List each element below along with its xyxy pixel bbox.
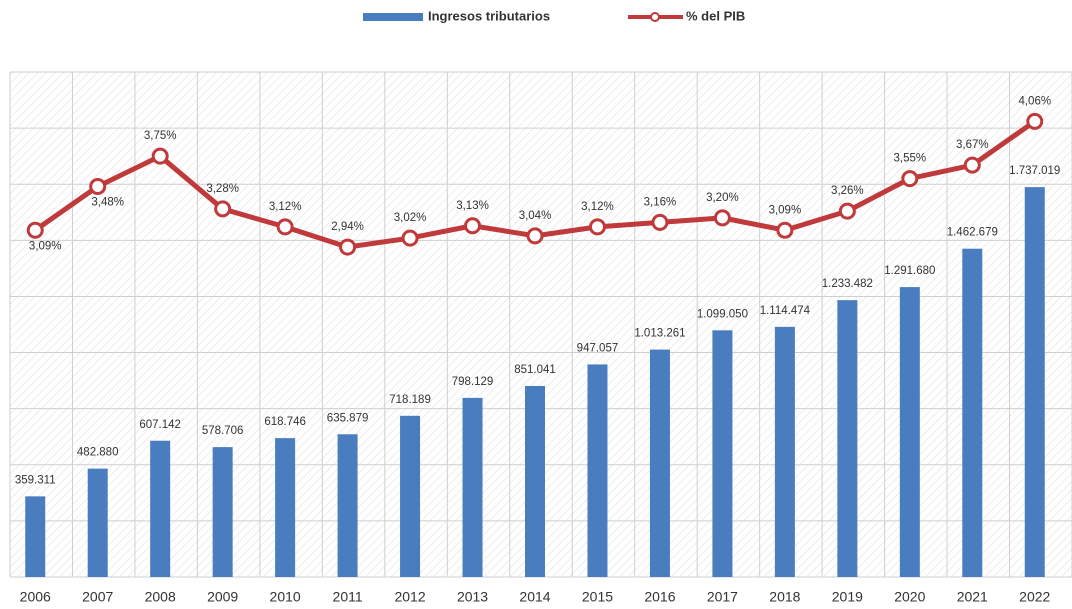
bar bbox=[400, 415, 421, 577]
line-marker bbox=[838, 202, 856, 220]
bar bbox=[899, 287, 920, 577]
x-tick-label: 2017 bbox=[707, 589, 738, 605]
x-tick-label: 2019 bbox=[832, 589, 863, 605]
data-label: 1.233.482 bbox=[822, 278, 873, 290]
line-marker bbox=[151, 147, 169, 165]
bar bbox=[587, 364, 608, 577]
data-label: 3,75% bbox=[144, 130, 177, 142]
x-tick-label: 2013 bbox=[457, 589, 488, 605]
data-label: 578.706 bbox=[202, 425, 244, 437]
data-label: 3,04% bbox=[519, 210, 552, 222]
line-marker bbox=[401, 229, 419, 247]
bar bbox=[1024, 187, 1045, 577]
data-label: 851.041 bbox=[514, 364, 556, 376]
data-label: 3,28% bbox=[206, 183, 239, 195]
data-label: 482.880 bbox=[77, 447, 119, 459]
x-tick-label: 2007 bbox=[82, 589, 113, 605]
line-marker bbox=[713, 209, 731, 227]
line-marker bbox=[464, 217, 482, 235]
x-tick-label: 2015 bbox=[582, 589, 613, 605]
data-label: 635.879 bbox=[327, 412, 369, 424]
data-label: 3,55% bbox=[894, 153, 927, 165]
data-label: 3,02% bbox=[394, 212, 427, 224]
bar bbox=[962, 248, 983, 577]
line-marker bbox=[1026, 112, 1044, 130]
data-label: 718.189 bbox=[389, 394, 431, 406]
bar bbox=[774, 326, 795, 577]
bar bbox=[275, 438, 296, 577]
x-tick-label: 2022 bbox=[1019, 589, 1050, 605]
data-label: 3,20% bbox=[706, 192, 739, 204]
x-tick-label: 2016 bbox=[644, 589, 675, 605]
line-marker bbox=[89, 177, 107, 195]
x-tick-label: 2011 bbox=[333, 589, 363, 605]
bar bbox=[25, 496, 46, 577]
bar bbox=[150, 440, 171, 577]
line-marker bbox=[651, 213, 669, 231]
x-tick-label: 2010 bbox=[270, 589, 301, 605]
data-label: 3,13% bbox=[456, 200, 489, 212]
x-tick-label: 2020 bbox=[894, 589, 925, 605]
data-label: 3,12% bbox=[269, 201, 302, 213]
x-tick-label: 2014 bbox=[519, 589, 550, 605]
data-label: 3,26% bbox=[831, 185, 864, 197]
data-label: 4,06% bbox=[1018, 95, 1051, 107]
bar bbox=[462, 397, 483, 577]
data-label: 1.099.050 bbox=[697, 308, 748, 320]
x-tick-label: 2006 bbox=[20, 589, 51, 605]
bar bbox=[212, 447, 233, 577]
line-marker bbox=[339, 238, 357, 256]
line-marker bbox=[214, 200, 232, 218]
line-marker bbox=[26, 221, 44, 239]
data-label: 3,16% bbox=[644, 196, 677, 208]
bar bbox=[837, 300, 858, 577]
data-label: 3,67% bbox=[956, 139, 989, 151]
data-label: 3,09% bbox=[769, 204, 802, 216]
x-tick-label: 2021 bbox=[957, 589, 988, 605]
legend-marker bbox=[650, 12, 660, 22]
data-label: 618.746 bbox=[264, 416, 306, 428]
data-label: 1.291.680 bbox=[884, 265, 935, 277]
x-tick-label: 2018 bbox=[769, 589, 800, 605]
x-tick-label: 2008 bbox=[145, 589, 176, 605]
data-label: 3,09% bbox=[29, 240, 62, 252]
data-label: 1.013.261 bbox=[634, 328, 685, 340]
line-marker bbox=[776, 221, 794, 239]
legend-label: Ingresos tributarios bbox=[428, 8, 550, 23]
data-label: 1.737.019 bbox=[1009, 165, 1060, 177]
data-label: 947.057 bbox=[577, 342, 619, 354]
data-label: 2,94% bbox=[331, 221, 364, 233]
line-marker bbox=[901, 170, 919, 188]
legend-swatch bbox=[363, 13, 423, 21]
bar bbox=[337, 434, 358, 577]
bar bbox=[712, 330, 733, 577]
data-label: 1.114.474 bbox=[760, 305, 811, 317]
x-tick-label: 2009 bbox=[207, 589, 238, 605]
legend: Ingresos tributarios % del PIB bbox=[363, 8, 745, 23]
bar bbox=[87, 468, 108, 577]
data-label: 3,12% bbox=[581, 201, 614, 213]
line-marker bbox=[588, 218, 606, 236]
data-label: 3,48% bbox=[91, 196, 124, 208]
x-tick-label: 2012 bbox=[394, 589, 425, 605]
data-label: 798.129 bbox=[452, 376, 494, 388]
bar bbox=[649, 349, 670, 577]
bar bbox=[525, 385, 545, 577]
line-marker bbox=[963, 156, 981, 174]
data-label: 607.142 bbox=[139, 419, 181, 431]
data-label: 359.311 bbox=[15, 474, 56, 486]
line-marker bbox=[276, 218, 294, 236]
line-marker bbox=[526, 227, 544, 245]
data-label: 1.462.679 bbox=[947, 227, 998, 239]
legend-label: % del PIB bbox=[686, 8, 745, 23]
